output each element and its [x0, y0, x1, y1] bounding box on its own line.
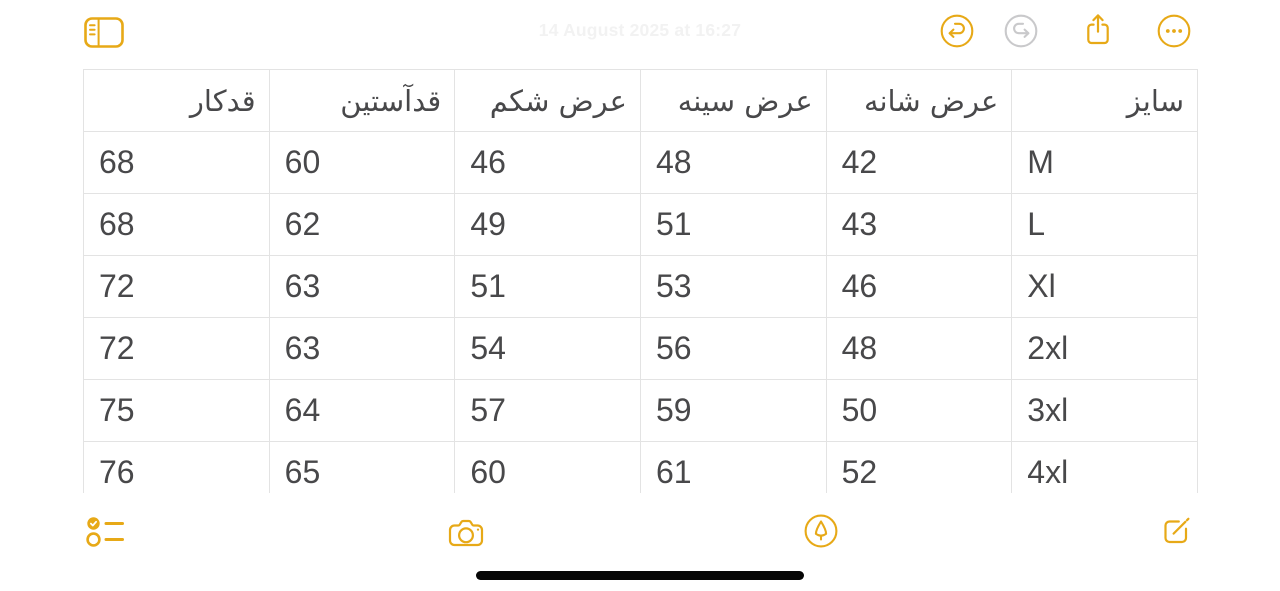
table-cell[interactable]: 63	[268, 317, 456, 380]
header-cell[interactable]: قدکار	[83, 69, 270, 132]
table-cell[interactable]: 64	[268, 379, 456, 442]
table-cell[interactable]: 65	[268, 441, 456, 493]
table-cell[interactable]: 68	[83, 193, 270, 256]
table-cell[interactable]: 61	[639, 441, 827, 493]
redo-icon	[1003, 13, 1039, 49]
size-table-container: قدکار قدآستین عرض شکم عرض سینه عرض شانه …	[83, 69, 1198, 493]
table-cell[interactable]: 76	[83, 441, 270, 493]
header-cell[interactable]: عرض شکم	[454, 69, 641, 132]
markup-button[interactable]	[801, 511, 841, 551]
undo-button[interactable]	[939, 13, 975, 49]
table-cell[interactable]: 68	[83, 131, 270, 194]
camera-button[interactable]	[443, 511, 489, 551]
checklist-button[interactable]	[83, 509, 127, 553]
table-row: 75 64 57 59 50 3xl	[83, 379, 1198, 442]
redo-button[interactable]	[1003, 13, 1039, 49]
markup-icon	[801, 511, 841, 551]
table-cell[interactable]: 53	[639, 255, 827, 318]
table-cell[interactable]: 62	[268, 193, 456, 256]
sidebar-toggle-icon	[80, 12, 128, 52]
table-cell[interactable]: 46	[454, 131, 641, 194]
header-cell[interactable]: عرض سینه	[639, 69, 827, 132]
compose-button[interactable]	[1157, 512, 1195, 550]
table-cell[interactable]: 2xl	[1011, 317, 1198, 380]
table-cell[interactable]: 51	[639, 193, 827, 256]
share-button[interactable]	[1079, 10, 1117, 50]
table-cell[interactable]: 72	[83, 317, 270, 380]
table-cell[interactable]: 4xl	[1011, 441, 1198, 493]
table-cell[interactable]: 46	[825, 255, 1013, 318]
table-row: 72 63 54 56 48 2xl	[83, 317, 1198, 380]
table-cell[interactable]: M	[1011, 131, 1198, 194]
note-title: 14 August 2025 at 16:27	[538, 20, 742, 40]
compose-icon	[1157, 512, 1195, 550]
table-row: 76 65 60 61 52 4xl	[83, 441, 1198, 493]
table-cell[interactable]: L	[1011, 193, 1198, 256]
size-table: قدکار قدآستین عرض شکم عرض سینه عرض شانه …	[83, 69, 1198, 493]
table-cell[interactable]: 59	[639, 379, 827, 442]
table-cell[interactable]: 56	[639, 317, 827, 380]
table-cell[interactable]: 42	[825, 131, 1013, 194]
header-cell[interactable]: قدآستین	[268, 69, 456, 132]
table-cell[interactable]: 52	[825, 441, 1013, 493]
header-cell[interactable]: سایز	[1011, 69, 1198, 132]
home-indicator[interactable]	[476, 571, 804, 580]
table-cell[interactable]: 48	[639, 131, 827, 194]
table-cell[interactable]: 49	[454, 193, 641, 256]
table-cell[interactable]: 50	[825, 379, 1013, 442]
table-cell[interactable]: 60	[268, 131, 456, 194]
camera-icon	[443, 511, 489, 551]
sidebar-toggle-button[interactable]	[80, 12, 128, 52]
table-cell[interactable]: 54	[454, 317, 641, 380]
table-row: 68 60 46 48 42 M	[83, 131, 1198, 194]
share-icon	[1079, 10, 1117, 50]
header-cell[interactable]: عرض شانه	[825, 69, 1013, 132]
table-cell[interactable]: 43	[825, 193, 1013, 256]
table-cell[interactable]: 48	[825, 317, 1013, 380]
table-cell[interactable]: 3xl	[1011, 379, 1198, 442]
table-cell[interactable]: 57	[454, 379, 641, 442]
table-cell[interactable]: 72	[83, 255, 270, 318]
table-header-row: قدکار قدآستین عرض شکم عرض سینه عرض شانه …	[83, 69, 1198, 132]
undo-icon	[939, 13, 975, 49]
table-row: 72 63 51 53 46 Xl	[83, 255, 1198, 318]
table-cell[interactable]: 63	[268, 255, 456, 318]
table-cell[interactable]: 60	[454, 441, 641, 493]
table-cell[interactable]: Xl	[1011, 255, 1198, 318]
table-cell[interactable]: 75	[83, 379, 270, 442]
checklist-icon	[83, 509, 127, 553]
table-cell[interactable]: 51	[454, 255, 641, 318]
more-icon	[1156, 13, 1192, 49]
table-row: 68 62 49 51 43 L	[83, 193, 1198, 256]
more-button[interactable]	[1156, 13, 1192, 49]
